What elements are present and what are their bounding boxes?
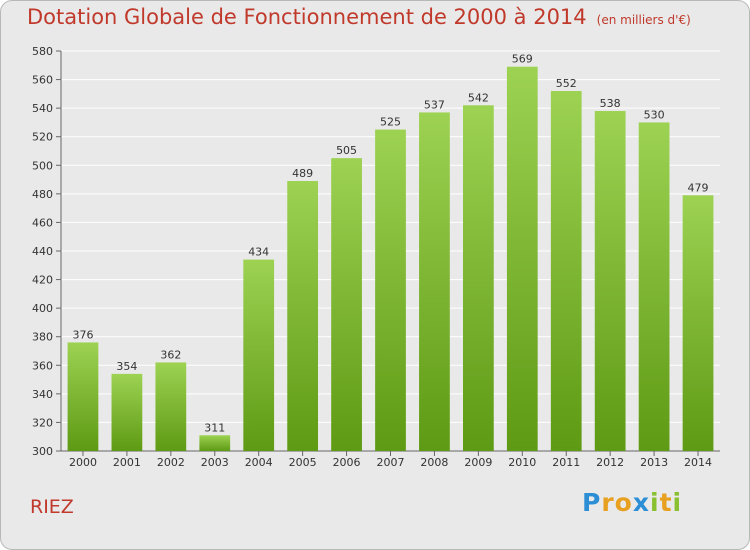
bar-value-label: 489	[292, 167, 313, 180]
chart-title-text: Dotation Globale de Fonctionnement de 20…	[27, 5, 587, 29]
bar	[419, 112, 450, 451]
place-name: RIEZ	[30, 496, 74, 518]
bar	[111, 373, 143, 451]
bar-value-label: 311	[204, 421, 225, 434]
bar-value-label: 376	[72, 328, 93, 341]
bar	[287, 181, 319, 451]
x-tick-label: 2012	[596, 456, 624, 469]
chart-title-unit: (en milliers d'€)	[596, 13, 691, 27]
y-tick-label: 320	[32, 416, 53, 429]
bar-value-label: 362	[160, 348, 181, 361]
x-axis: 2000 2001 2002 2003 2004 2005 2006 2007 2008 2009…	[69, 451, 712, 469]
bar-value-label: 542	[468, 91, 489, 104]
y-tick-label: 480	[32, 188, 53, 201]
logo-letter: t	[659, 488, 673, 517]
bar-value-label: 537	[424, 98, 445, 111]
y-tick-label: 460	[32, 216, 53, 229]
proxiti-logo: Proxiti	[582, 488, 682, 517]
bar	[638, 122, 670, 451]
y-tick-label: 300	[32, 445, 53, 458]
bar-value-label: 538	[600, 97, 621, 110]
bar-value-label: 525	[380, 116, 401, 129]
y-tick-label: 540	[32, 102, 53, 115]
chart-title: Dotation Globale de Fonctionnement de 20…	[27, 5, 691, 29]
y-tick-label: 340	[32, 388, 53, 401]
bar	[199, 435, 231, 451]
x-tick-label: 2002	[157, 456, 185, 469]
x-tick-label: 2010	[508, 456, 536, 469]
bar	[550, 91, 582, 451]
bar-value-label: 479	[688, 181, 709, 194]
x-tick-label: 2005	[289, 456, 317, 469]
y-tick-label: 400	[32, 302, 53, 315]
y-tick-label: 380	[32, 331, 53, 344]
bar	[506, 66, 538, 451]
y-tick-label: 520	[32, 131, 53, 144]
bar-value-label: 552	[556, 77, 577, 90]
bar	[375, 129, 406, 452]
bar-value-label: 434	[248, 246, 269, 259]
y-tick-label: 560	[32, 74, 53, 87]
bar-value-label: 354	[116, 360, 137, 373]
x-tick-label: 2014	[684, 456, 712, 469]
y-axis: 300 320 340 360 380 400 420 440 460 480 500 520 540 5…	[32, 45, 720, 458]
x-tick-label: 2008	[420, 456, 448, 469]
x-tick-label: 2009	[464, 456, 492, 469]
logo-letter: r	[601, 488, 615, 517]
y-tick-label: 360	[32, 359, 53, 372]
logo-letter: i	[650, 488, 660, 517]
x-tick-label: 2011	[552, 456, 580, 469]
x-tick-label: 2006	[333, 456, 361, 469]
logo-letter: i	[672, 488, 683, 517]
y-tick-label: 440	[32, 245, 53, 258]
x-tick-label: 2001	[113, 456, 141, 469]
x-tick-label: 2013	[640, 456, 668, 469]
logo-letter: o	[614, 488, 633, 517]
x-tick-label: 2003	[201, 456, 229, 469]
bar	[243, 259, 275, 451]
y-tick-label: 580	[32, 45, 53, 58]
logo-letter: x	[632, 488, 650, 517]
x-tick-label: 2004	[245, 456, 273, 469]
y-tick-label: 420	[32, 274, 53, 287]
bar	[682, 195, 714, 451]
bar	[155, 362, 187, 451]
logo-letter: P	[582, 488, 602, 517]
bar	[331, 158, 362, 451]
y-tick-label: 500	[32, 159, 53, 172]
bar	[67, 342, 99, 451]
bars: 376 354 362 311 434 489 505 525 537 542 569 552 538 5…	[67, 53, 714, 452]
bar-value-label: 505	[336, 144, 357, 157]
bar	[462, 105, 494, 452]
bar-value-label: 569	[512, 53, 533, 66]
bar	[594, 111, 626, 451]
bar-value-label: 530	[644, 108, 665, 121]
x-tick-label: 2007	[377, 456, 405, 469]
x-tick-label: 2000	[69, 456, 97, 469]
